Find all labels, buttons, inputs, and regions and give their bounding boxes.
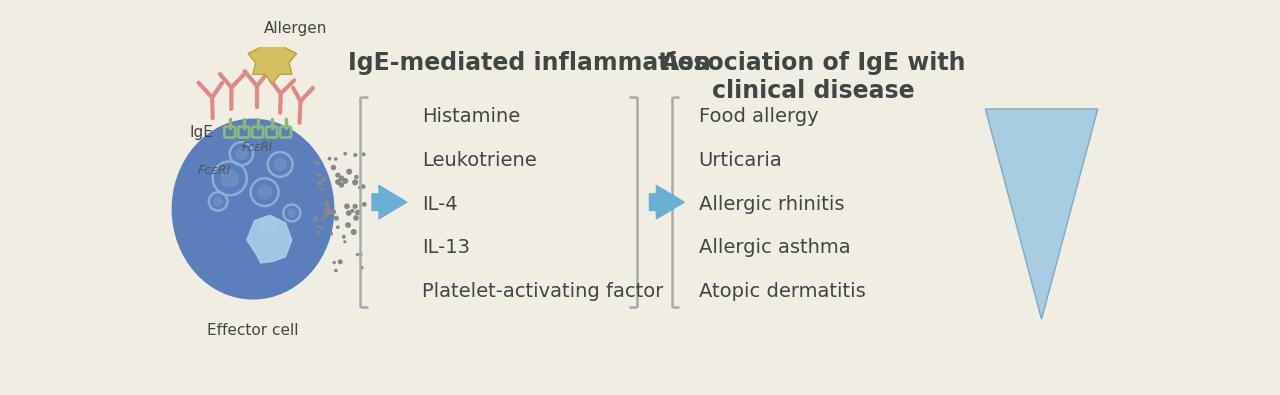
Circle shape bbox=[358, 252, 362, 256]
Polygon shape bbox=[986, 109, 1098, 319]
Circle shape bbox=[324, 201, 329, 205]
Text: Histamine: Histamine bbox=[422, 107, 520, 126]
Circle shape bbox=[343, 152, 347, 156]
Circle shape bbox=[212, 196, 223, 207]
Text: Food allergy: Food allergy bbox=[699, 107, 818, 126]
Circle shape bbox=[334, 269, 338, 272]
Circle shape bbox=[362, 202, 366, 207]
Text: IL-13: IL-13 bbox=[422, 238, 470, 257]
Polygon shape bbox=[247, 215, 292, 263]
Text: Association of IgE with
clinical disease: Association of IgE with clinical disease bbox=[660, 51, 965, 103]
Circle shape bbox=[316, 172, 321, 177]
Circle shape bbox=[339, 175, 344, 181]
Circle shape bbox=[317, 181, 323, 186]
Circle shape bbox=[344, 203, 349, 209]
Circle shape bbox=[358, 186, 361, 189]
Circle shape bbox=[329, 212, 332, 215]
Circle shape bbox=[312, 216, 319, 222]
Text: Atopic dermatitis: Atopic dermatitis bbox=[699, 282, 865, 301]
Text: IgE-mediated inflammation: IgE-mediated inflammation bbox=[348, 51, 710, 75]
Circle shape bbox=[317, 225, 320, 228]
Circle shape bbox=[355, 175, 358, 179]
Circle shape bbox=[236, 147, 248, 160]
Circle shape bbox=[274, 158, 287, 171]
FancyArrowPatch shape bbox=[649, 186, 685, 219]
Circle shape bbox=[335, 226, 339, 229]
Circle shape bbox=[362, 152, 366, 156]
Circle shape bbox=[351, 229, 357, 235]
Circle shape bbox=[352, 204, 357, 209]
Circle shape bbox=[338, 260, 343, 264]
Text: FcεRI: FcεRI bbox=[197, 164, 230, 177]
Circle shape bbox=[333, 261, 335, 264]
Circle shape bbox=[346, 169, 352, 175]
Circle shape bbox=[321, 218, 325, 221]
Circle shape bbox=[361, 184, 366, 189]
Circle shape bbox=[356, 253, 358, 256]
Circle shape bbox=[323, 213, 329, 218]
FancyArrowPatch shape bbox=[372, 186, 407, 219]
Circle shape bbox=[265, 221, 273, 228]
Circle shape bbox=[346, 210, 352, 216]
Circle shape bbox=[320, 227, 324, 230]
Circle shape bbox=[342, 178, 348, 184]
Polygon shape bbox=[248, 37, 297, 84]
Circle shape bbox=[329, 232, 333, 235]
Text: Allergic asthma: Allergic asthma bbox=[699, 238, 850, 257]
Circle shape bbox=[342, 235, 346, 239]
Circle shape bbox=[351, 209, 355, 213]
Circle shape bbox=[334, 157, 338, 161]
Circle shape bbox=[353, 153, 357, 157]
Circle shape bbox=[353, 215, 358, 221]
Circle shape bbox=[220, 169, 239, 188]
Text: Platelet-activating factor: Platelet-activating factor bbox=[422, 282, 663, 301]
Circle shape bbox=[287, 208, 297, 218]
Circle shape bbox=[352, 179, 358, 185]
Circle shape bbox=[328, 157, 332, 160]
Circle shape bbox=[321, 177, 326, 182]
Text: Allergen: Allergen bbox=[264, 21, 328, 36]
Text: IL-4: IL-4 bbox=[422, 195, 457, 214]
Circle shape bbox=[334, 216, 339, 221]
Circle shape bbox=[355, 210, 361, 215]
Text: Allergic rhinitis: Allergic rhinitis bbox=[699, 195, 844, 214]
Circle shape bbox=[335, 173, 340, 177]
Text: IgE: IgE bbox=[189, 124, 214, 139]
Text: FcεRI: FcεRI bbox=[241, 141, 273, 154]
Circle shape bbox=[315, 160, 320, 165]
Circle shape bbox=[343, 240, 347, 243]
Circle shape bbox=[332, 209, 337, 214]
Text: Urticaria: Urticaria bbox=[699, 151, 782, 170]
Circle shape bbox=[320, 188, 324, 192]
Circle shape bbox=[326, 209, 332, 215]
Circle shape bbox=[316, 231, 320, 235]
Circle shape bbox=[257, 184, 273, 200]
Circle shape bbox=[330, 165, 337, 170]
Text: Effector cell: Effector cell bbox=[207, 323, 298, 338]
Text: Leukotriene: Leukotriene bbox=[422, 151, 536, 170]
Circle shape bbox=[339, 182, 344, 188]
Circle shape bbox=[346, 222, 351, 228]
Circle shape bbox=[335, 173, 340, 178]
Circle shape bbox=[335, 179, 340, 185]
Circle shape bbox=[325, 206, 332, 212]
Ellipse shape bbox=[172, 118, 334, 299]
Circle shape bbox=[335, 180, 339, 183]
Circle shape bbox=[360, 266, 364, 269]
Circle shape bbox=[324, 209, 326, 212]
